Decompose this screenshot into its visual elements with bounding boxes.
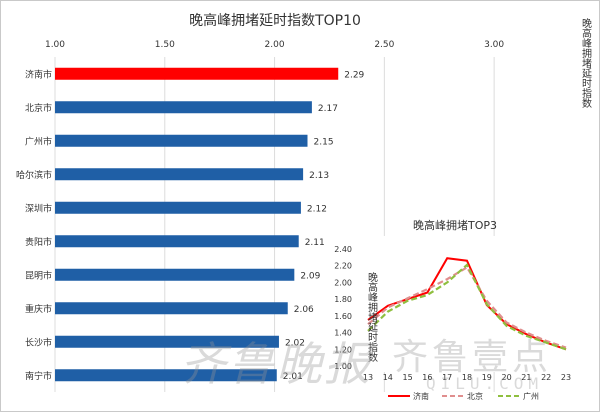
line-x-tick-label: 13 [363, 373, 373, 382]
bar [55, 168, 304, 181]
bar [55, 101, 312, 114]
line-x-tick-label: 17 [442, 373, 452, 382]
bar-category-label: 贵阳市 [25, 236, 52, 248]
bar [55, 134, 308, 147]
bar [55, 369, 277, 382]
bar-x-tick-label: 3.00 [484, 40, 504, 50]
line-x-tick-label: 21 [521, 373, 531, 382]
bar-value-label: 2.15 [314, 137, 334, 147]
line-axis-label: 晚高峰拥堵延时指数 [366, 272, 378, 363]
bar-x-tick-label: 2.00 [265, 40, 285, 50]
bar-value-label: 2.09 [300, 271, 320, 281]
bar-value-label: 2.29 [344, 70, 364, 80]
bar-value-label: 2.06 [294, 305, 314, 315]
bar-value-label: 2.02 [285, 338, 305, 348]
bar-x-tick-label: 1.00 [45, 40, 65, 50]
bar [55, 335, 279, 348]
line-x-tick-label: 19 [482, 373, 492, 382]
watermark-left: 齐鲁晚报 [180, 337, 372, 391]
bar-category-label: 长沙市 [25, 336, 52, 348]
line-series [367, 265, 567, 349]
bar-value-label: 2.13 [309, 171, 329, 181]
line-series [367, 263, 567, 351]
bar [55, 302, 288, 315]
line-y-tick-label: 1.60 [334, 312, 352, 321]
line-x-tick-label: 14 [383, 373, 393, 382]
bar [55, 201, 301, 214]
line-y-tick-label: 1.80 [334, 295, 352, 304]
bar-category-label: 济南市 [25, 68, 52, 80]
bar-category-label: 哈尔滨市 [16, 169, 52, 181]
line-x-tick-label: 16 [422, 373, 432, 382]
bar-value-label: 2.17 [318, 104, 338, 114]
bar [55, 67, 339, 80]
bar-category-label: 重庆市 [25, 303, 52, 315]
line-y-tick-label: 1.00 [334, 362, 352, 371]
bar-value-label: 2.01 [283, 372, 303, 382]
line-y-tick-label: 2.00 [334, 278, 352, 287]
line-x-tick-label: 18 [462, 373, 472, 382]
bar [55, 268, 295, 281]
bar-value-label: 2.11 [305, 238, 325, 248]
bar-value-label: 2.12 [307, 204, 327, 214]
line-x-tick-label: 22 [541, 373, 551, 382]
line-y-tick-label: 1.40 [334, 329, 352, 338]
bar-chart-title: 晚高峰拥堵延时指数TOP10 [189, 12, 361, 29]
line-x-tick-label: 23 [561, 373, 571, 382]
line-chart-title: 晚高峰拥堵TOP3 [413, 218, 497, 232]
bar-category-label: 南宁市 [25, 370, 52, 382]
line-legend-label: 济南 [413, 391, 429, 401]
bar-category-label: 广州市 [25, 135, 52, 147]
line-y-tick-label: 2.40 [334, 245, 352, 254]
bar-x-tick-label: 1.50 [155, 40, 175, 50]
line-x-tick-label: 20 [502, 373, 512, 382]
bar-category-label: 深圳市 [25, 202, 52, 214]
bar-x-tick-label: 2.50 [374, 40, 394, 50]
bar [55, 235, 299, 248]
bar-category-label: 北京市 [25, 102, 52, 114]
bar-axis-label: 晚高峰拥堵延时指数 [580, 18, 592, 109]
bar-category-label: 昆明市 [25, 269, 52, 281]
line-y-tick-label: 1.20 [334, 345, 352, 354]
line-y-tick-label: 2.20 [334, 262, 352, 271]
line-x-tick-label: 15 [403, 373, 413, 382]
line-legend-label: 北京 [467, 391, 483, 401]
line-legend-label: 广州 [523, 391, 539, 401]
watermark-right: 齐鲁壹点 [392, 337, 553, 378]
watermark-url: QILU.COM [426, 374, 544, 393]
